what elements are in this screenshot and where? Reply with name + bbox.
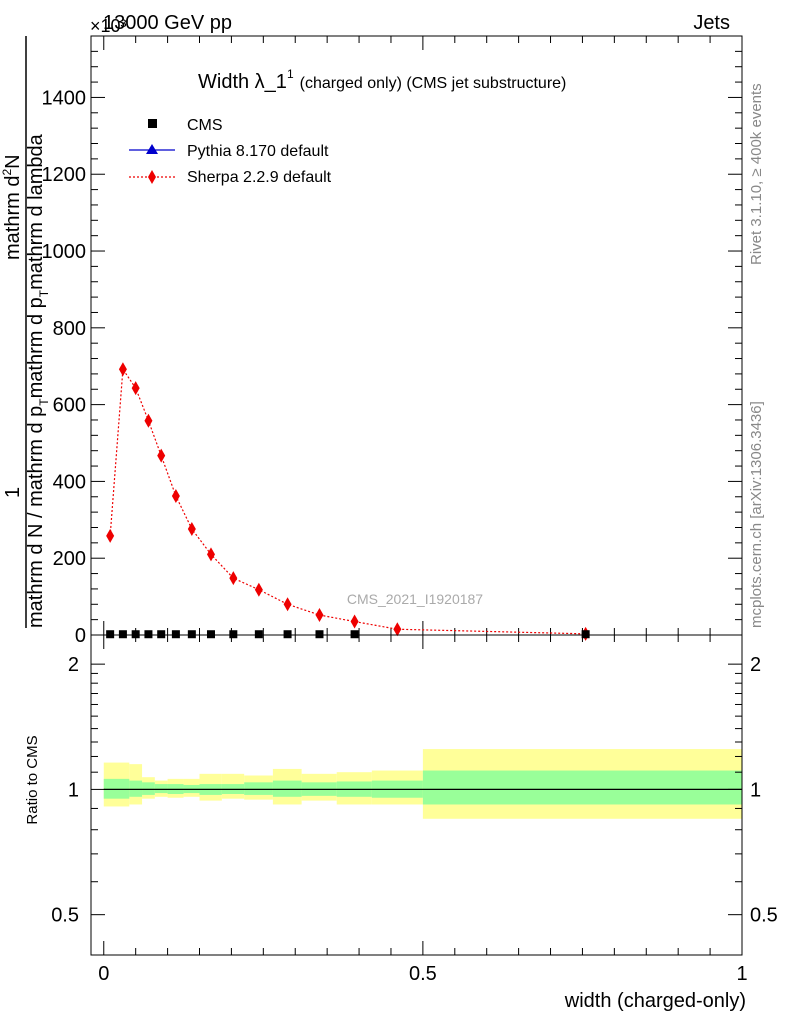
ratio-ytick-label: 1	[68, 779, 79, 801]
ratio-band-inner-9	[272, 780, 302, 797]
ratio-ytick-label-right: 1	[750, 779, 761, 801]
ylabel-den-3: mathrm d lambda	[25, 133, 47, 289]
ratio-band-inner-1	[129, 780, 143, 797]
ylabel-num-sup: 2	[0, 169, 14, 176]
sherpa-point	[118, 362, 127, 377]
legend-label-sherpa: Sherpa 2.2.9 default	[187, 169, 332, 186]
top-ytick-label: 1000	[42, 241, 87, 263]
top-ylabel: 1 mathrm d2N mathrm d N / mathrm d pTmat…	[0, 36, 51, 628]
sherpa-point	[315, 608, 324, 623]
chart-title: Width λ_11 (charged only) (CMS jet substr…	[198, 67, 566, 93]
ylabel-den-sub1: T	[37, 398, 51, 406]
ylabel-den: mathrm d N / mathrm d pTmathrm d pTmathr…	[25, 133, 51, 628]
legend-marker-pythia	[146, 144, 158, 154]
ylabel-num-3: N	[2, 154, 24, 168]
cms-point	[581, 630, 590, 639]
legend-label-pythia: Pythia 8.170 default	[187, 143, 329, 160]
ratio-xtick-label: 0.5	[409, 963, 437, 985]
ylabel-den-2: mathrm d p	[25, 297, 47, 398]
ratio-band-inner-2	[142, 782, 155, 795]
ratio-band-inner-3	[154, 784, 168, 794]
top-ytick-label: 1400	[42, 87, 87, 109]
cms-point	[350, 630, 359, 639]
cms-point	[171, 630, 180, 639]
sherpa-point	[229, 571, 238, 586]
ratio-xtick-label: 1	[736, 963, 747, 985]
watermark: CMS_2021_I1920187	[347, 591, 483, 607]
legend-label-cms: CMS	[187, 117, 223, 134]
ratio-ytick-label: 0.5	[51, 905, 79, 927]
legend-marker-sherpa	[148, 170, 156, 184]
ratio-plot-area: 0.5 0.5 1 1 2 2 0 0.5 1	[51, 634, 778, 985]
top-ytick-label: 1200	[42, 164, 87, 186]
sherpa-point	[106, 528, 115, 543]
sherpa-point	[171, 489, 180, 504]
legend: CMS Pythia 8.170 default Sherpa 2.2.9 de…	[129, 117, 332, 186]
sherpa-point	[283, 597, 292, 612]
rivet-label: Rivet 3.1.10, ≥ 400k events	[748, 83, 765, 265]
ylabel-num-2: mathrm d	[2, 176, 24, 260]
ratio-band-inner-0	[103, 778, 130, 799]
ylabel-num: mathrm d2N	[0, 154, 24, 260]
cms-point	[144, 630, 153, 639]
legend-marker-cms	[148, 119, 157, 128]
xlabel: width (charged-only)	[564, 990, 746, 1012]
sherpa-point	[131, 381, 140, 396]
cms-point	[229, 630, 238, 639]
chart-title-sup: 1	[287, 67, 294, 81]
sherpa-point	[157, 448, 166, 463]
cms-point	[254, 630, 263, 639]
ratio-ytick-label-right: 2	[750, 654, 761, 676]
ratio-ylabel: Ratio to CMS	[24, 735, 41, 824]
chart-title-main: Width λ_1	[198, 71, 287, 93]
ylabel-num-1: 1	[2, 487, 24, 498]
ylabel-den-1: mathrm d N / mathrm d p	[25, 406, 47, 628]
sherpa-point	[206, 547, 215, 562]
sherpa-point	[144, 413, 153, 428]
exponent-label: ×10³	[90, 16, 127, 36]
cms-point	[106, 630, 115, 639]
top-ytick-label: 800	[53, 318, 86, 340]
ratio-band-inner-13	[422, 770, 742, 805]
ratio-ytick-label-right: 0.5	[750, 905, 778, 927]
cms-point	[187, 630, 196, 639]
chart-title-rest: (charged only) (CMS jet substructure)	[300, 75, 567, 92]
cms-point	[206, 630, 215, 639]
sherpa-point	[350, 614, 359, 629]
ylabel-den-sub2: T	[37, 289, 51, 297]
cms-point	[131, 630, 140, 639]
top-ytick-label: 0	[75, 625, 86, 647]
sherpa-point	[187, 522, 196, 537]
ratio-frame	[90, 634, 743, 956]
top-ytick-label: 400	[53, 471, 86, 493]
sherpa-point	[254, 582, 263, 597]
cms-point	[157, 630, 166, 639]
top-ytick-label: 600	[53, 395, 86, 417]
sherpa-point	[393, 622, 402, 637]
process-label: Jets	[693, 12, 730, 34]
cms-point	[315, 630, 324, 639]
ratio-xtick-label: 0	[98, 963, 109, 985]
ratio-ytick-label: 2	[68, 654, 79, 676]
ratio-band-inner-8	[244, 782, 273, 795]
top-plot-area: 0 200 400 600 800 1000 1200 1400	[42, 35, 743, 647]
cms-point	[118, 630, 127, 639]
top-ytick-label: 200	[53, 548, 86, 570]
mcplots-label: mcplots.cern.ch [arXiv:1306.3436]	[748, 401, 765, 628]
energy-label: 13000 GeV pp	[103, 12, 232, 34]
cms-point	[283, 630, 292, 639]
